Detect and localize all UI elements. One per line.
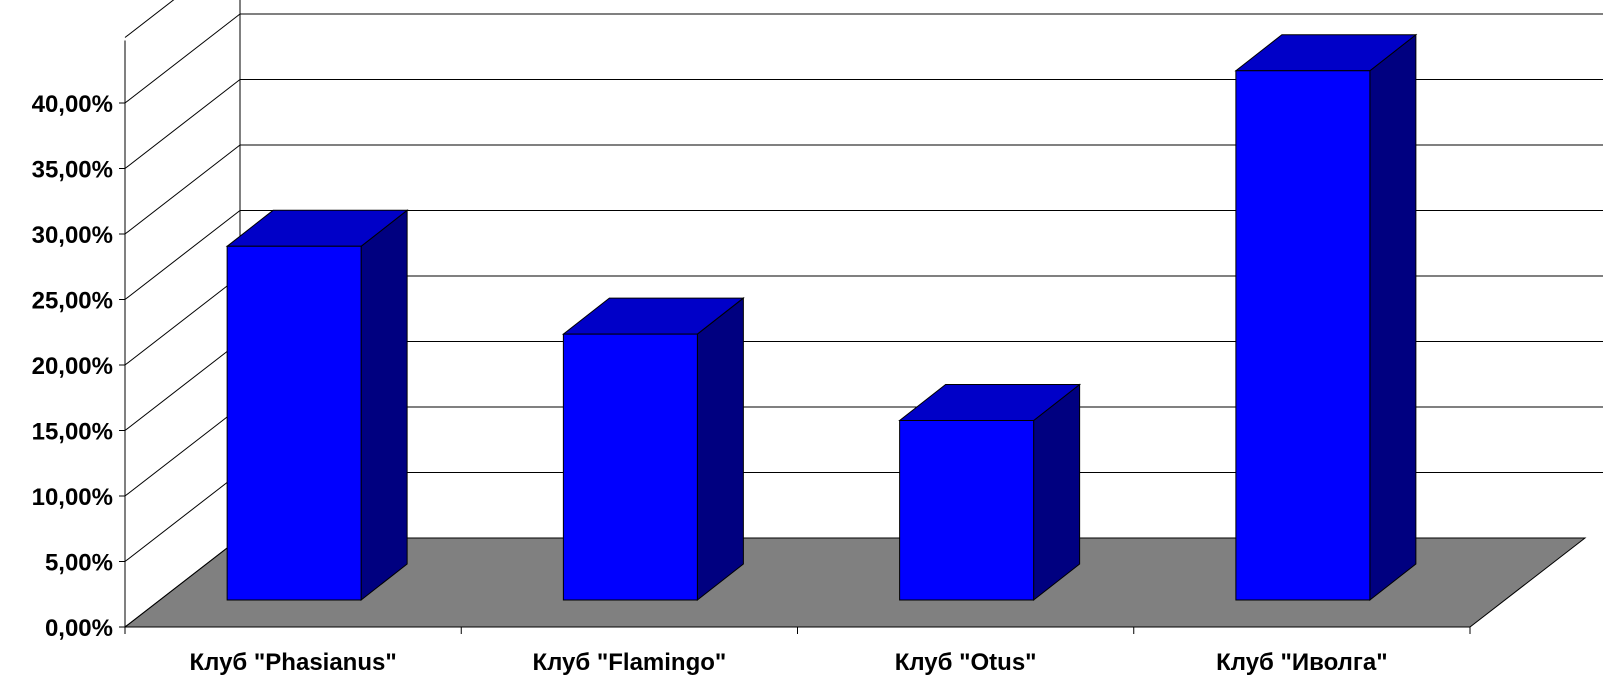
wall-diagonal: [124, 0, 175, 38]
wall-diagonal: [124, 79, 241, 169]
y-tick-label: 5,00%: [45, 550, 113, 577]
bar-side: [360, 209, 408, 602]
wall-diagonal: [124, 537, 241, 628]
bar-front: [1235, 70, 1371, 601]
bar: [1234, 33, 1418, 602]
wall-diagonal: [124, 210, 241, 300]
x-category-label: Клуб "Flamingo": [532, 649, 726, 676]
wall-diagonal: [124, 406, 241, 497]
x-category-label: Клуб "Иволга": [1216, 649, 1388, 676]
y-tick-label: 0,00%: [45, 615, 113, 642]
bar-side: [696, 297, 744, 602]
y-tick-label: 40,00%: [32, 91, 113, 118]
wall-diagonal: [124, 341, 241, 431]
y-tick-label: 35,00%: [32, 157, 113, 184]
bar-front: [562, 333, 698, 601]
bar: [561, 297, 745, 602]
bar-front: [899, 420, 1035, 601]
y-tick-label: 30,00%: [32, 222, 113, 249]
y-tick-label: 15,00%: [32, 419, 113, 446]
x-category-label: Клуб "Otus": [895, 649, 1037, 676]
y-tick-label: 25,00%: [32, 288, 113, 315]
x-category-label: Клуб "Phasianus": [190, 649, 397, 676]
wall-diagonal: [124, 144, 241, 235]
bar-front: [226, 245, 362, 601]
bar-side: [1033, 383, 1081, 602]
bar: [898, 383, 1082, 602]
y-tick-label: 10,00%: [32, 484, 113, 511]
bar: [225, 209, 409, 602]
wall-diagonal: [124, 13, 241, 104]
y-tick-label: 20,00%: [32, 353, 113, 380]
wall-diagonal: [124, 472, 241, 562]
bar-side: [1369, 33, 1417, 602]
wall-diagonal: [124, 275, 241, 366]
